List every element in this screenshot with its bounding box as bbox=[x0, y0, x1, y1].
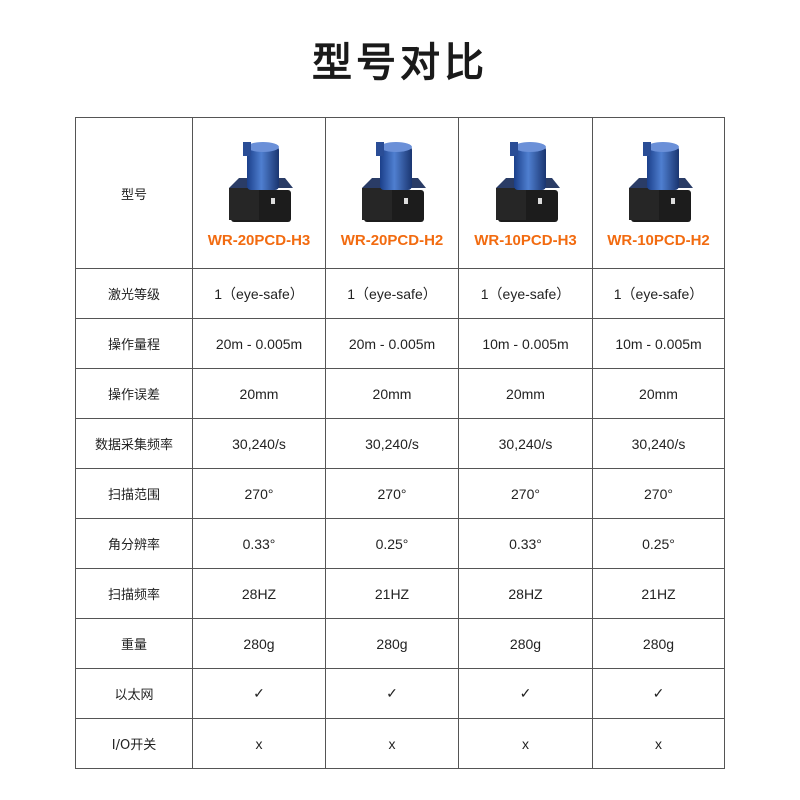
spec-value: 30,240/s bbox=[458, 418, 593, 469]
table-row: 数据采集频率 30,240/s 30,240/s 30,240/s 30,240/s bbox=[75, 418, 725, 469]
lidar-product-image bbox=[628, 141, 693, 222]
spec-value: 0.33° bbox=[192, 518, 326, 569]
spec-value: 270° bbox=[592, 468, 725, 519]
spec-value: ✓ bbox=[592, 668, 725, 719]
spec-value: 20mm bbox=[192, 368, 326, 419]
spec-value: 1（eye-safe） bbox=[458, 268, 593, 319]
spec-value: 10m - 0.005m bbox=[458, 318, 593, 369]
row-label: 操作量程 bbox=[75, 318, 193, 369]
spec-value: ✓ bbox=[458, 668, 593, 719]
spec-value: 20m - 0.005m bbox=[325, 318, 459, 369]
spec-value: x bbox=[458, 718, 593, 769]
page-title: 型号对比 bbox=[312, 40, 488, 86]
spec-value: x bbox=[592, 718, 725, 769]
spec-value: 30,240/s bbox=[325, 418, 459, 469]
table-row: 扫描频率 28HZ 21HZ 28HZ 21HZ bbox=[75, 568, 725, 619]
spec-value: 20mm bbox=[325, 368, 459, 419]
row-label: 以太网 bbox=[75, 668, 193, 719]
row-label: 操作误差 bbox=[75, 368, 193, 419]
spec-value: 270° bbox=[458, 468, 593, 519]
spec-value: 280g bbox=[192, 618, 326, 669]
row-label: I/O开关 bbox=[75, 718, 193, 769]
table-row: I/O开关 x x x x bbox=[75, 718, 725, 769]
spec-value: 28HZ bbox=[192, 568, 326, 619]
table-row: 角分辨率 0.33° 0.25° 0.33° 0.25° bbox=[75, 518, 725, 569]
model-name: WR-20PCD-H3 bbox=[207, 231, 311, 249]
model-header-cell: WR-20PCD-H3 bbox=[192, 117, 326, 269]
spec-value: 0.33° bbox=[458, 518, 593, 569]
lidar-product-image bbox=[229, 141, 293, 222]
spec-value: 1（eye-safe） bbox=[192, 268, 326, 319]
model-name: WR-10PCD-H3 bbox=[474, 231, 577, 249]
spec-value: 280g bbox=[458, 618, 593, 669]
header-label: 型号 bbox=[75, 117, 193, 269]
model-header-cell: WR-10PCD-H3 bbox=[458, 117, 593, 269]
spec-value: 280g bbox=[325, 618, 459, 669]
spec-value: 20m - 0.005m bbox=[192, 318, 326, 369]
spec-value: 270° bbox=[192, 468, 326, 519]
row-label: 激光等级 bbox=[75, 268, 193, 319]
spec-value: ✓ bbox=[325, 668, 459, 719]
spec-value: 20mm bbox=[458, 368, 593, 419]
table-row: 激光等级 1（eye-safe） 1（eye-safe） 1（eye-safe） 1（e… bbox=[75, 268, 725, 319]
model-name: WR-10PCD-H2 bbox=[607, 231, 710, 249]
spec-value: 20mm bbox=[592, 368, 725, 419]
spec-value: 28HZ bbox=[458, 568, 593, 619]
comparison-table: 型号 WR-20PCD-H3 WR-20PCD-H2 WR-10PCD-H3 W… bbox=[75, 117, 725, 769]
spec-value: 0.25° bbox=[592, 518, 725, 569]
spec-value: 10m - 0.005m bbox=[592, 318, 725, 369]
model-name: WR-20PCD-H2 bbox=[340, 231, 444, 249]
spec-value: x bbox=[192, 718, 326, 769]
header-row: 型号 WR-20PCD-H3 WR-20PCD-H2 WR-10PCD-H3 W… bbox=[75, 117, 725, 269]
spec-value: 0.25° bbox=[325, 518, 459, 569]
spec-value: 270° bbox=[325, 468, 459, 519]
table-row: 以太网 ✓ ✓ ✓ ✓ bbox=[75, 668, 725, 719]
spec-value: 280g bbox=[592, 618, 725, 669]
spec-value: 30,240/s bbox=[592, 418, 725, 469]
spec-value: 30,240/s bbox=[192, 418, 326, 469]
table-row: 操作误差 20mm 20mm 20mm 20mm bbox=[75, 368, 725, 419]
table-row: 操作量程 20m - 0.005m 20m - 0.005m 10m - 0.005m… bbox=[75, 318, 725, 369]
spec-value: x bbox=[325, 718, 459, 769]
row-label: 扫描频率 bbox=[75, 568, 193, 619]
model-header-cell: WR-10PCD-H2 bbox=[592, 117, 725, 269]
spec-value: ✓ bbox=[192, 668, 326, 719]
row-label: 数据采集频率 bbox=[75, 418, 193, 469]
spec-value: 1（eye-safe） bbox=[592, 268, 725, 319]
table-row: 重量 280g 280g 280g 280g bbox=[75, 618, 725, 669]
row-label: 角分辨率 bbox=[75, 518, 193, 569]
lidar-product-image bbox=[495, 141, 560, 222]
spec-value: 1（eye-safe） bbox=[325, 268, 459, 319]
lidar-product-image bbox=[362, 141, 426, 222]
row-label: 重量 bbox=[75, 618, 193, 669]
row-label: 扫描范围 bbox=[75, 468, 193, 519]
model-header-cell: WR-20PCD-H2 bbox=[325, 117, 459, 269]
spec-value: 21HZ bbox=[325, 568, 459, 619]
spec-value: 21HZ bbox=[592, 568, 725, 619]
table-row: 扫描范围 270° 270° 270° 270° bbox=[75, 468, 725, 519]
